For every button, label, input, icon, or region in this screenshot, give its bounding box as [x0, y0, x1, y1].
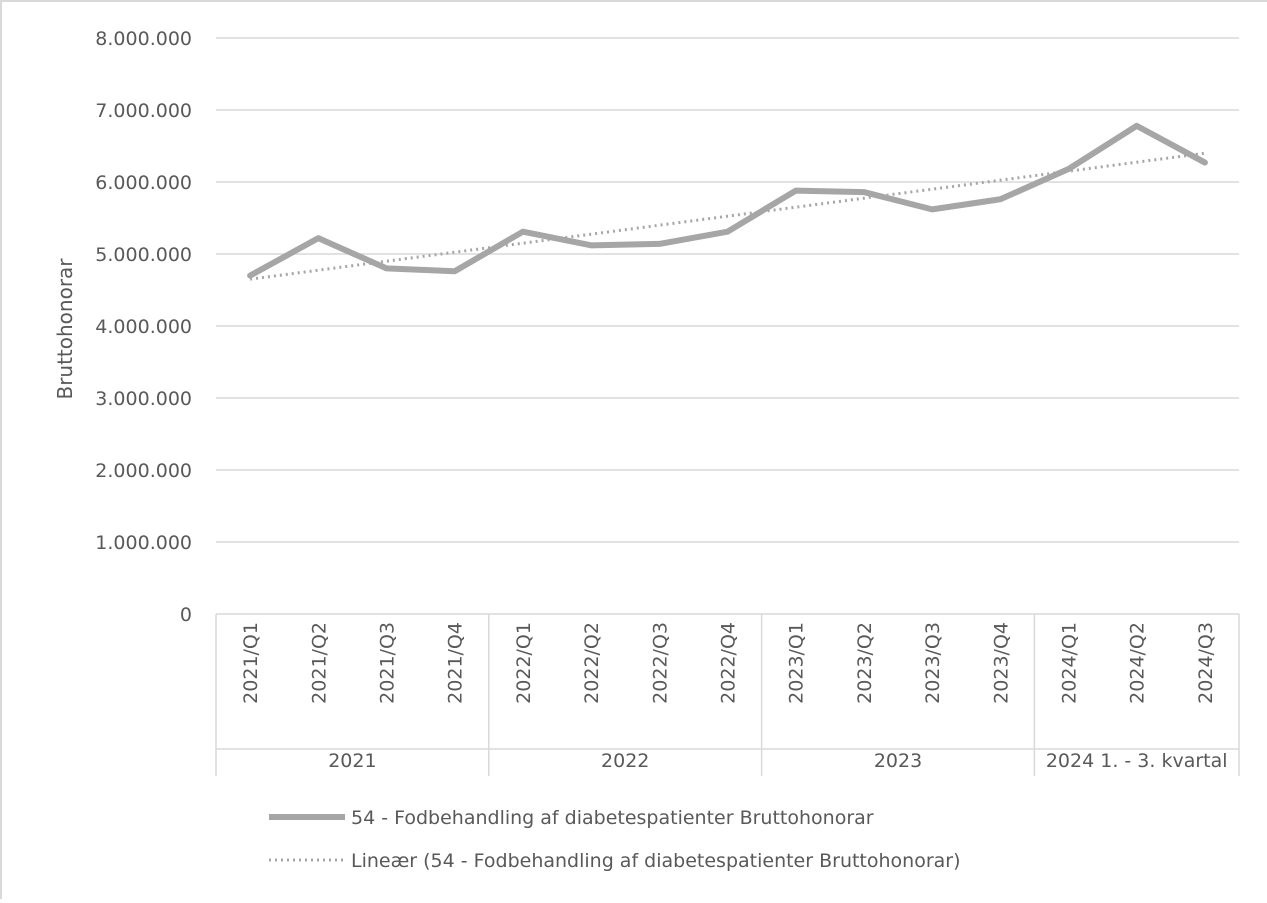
y-tick-label: 7.000.000 [95, 100, 192, 122]
legend-label-series: 54 - Fodbehandling af diabetespatienter … [351, 807, 874, 829]
x-tick-label: 2023/Q4 [990, 622, 1012, 704]
x-tick-label: 2023/Q1 [786, 622, 808, 704]
x-tick-label: 2022/Q2 [581, 622, 603, 704]
x-tick-label: 2021/Q3 [377, 622, 399, 704]
y-tick-label: 4.000.000 [95, 316, 192, 338]
x-tick-label: 2023/Q3 [922, 622, 944, 704]
legend: 54 - Fodbehandling af diabetespatienter … [269, 807, 961, 872]
series-lines [250, 126, 1205, 276]
y-axis-title: Bruttohonorar [53, 258, 77, 400]
x-tick-label: 2022/Q3 [649, 622, 671, 704]
y-tick-label: 6.000.000 [95, 172, 192, 194]
y-tick-label: 3.000.000 [95, 388, 192, 410]
x-tick-label: 2024/Q3 [1195, 622, 1217, 704]
x-tick-label: 2023/Q2 [854, 622, 876, 704]
y-axis-ticks: 0 1.000.000 2.000.000 3.000.000 4.000.000 5.0… [95, 28, 192, 626]
x-tick-label: 2022/Q4 [718, 622, 740, 704]
x-group-label: 2021 [328, 750, 376, 772]
y-tick-label: 1.000.000 [95, 532, 192, 554]
y-tick-label: 8.000.000 [95, 28, 192, 50]
x-tick-label: 2022/Q1 [513, 622, 535, 704]
x-tick-label: 2021/Q4 [445, 622, 467, 704]
gridlines [216, 38, 1239, 614]
x-group-label: 2022 [601, 750, 649, 772]
x-group-label: 2023 [874, 750, 922, 772]
series-line [250, 126, 1205, 276]
x-tick-label: 2024/Q2 [1127, 622, 1149, 704]
legend-label-trendline: Lineær (54 - Fodbehandling af diabetespa… [351, 850, 961, 872]
x-tick-label: 2024/Q1 [1059, 622, 1081, 704]
x-tick-label: 2021/Q1 [240, 622, 262, 704]
y-tick-label: 5.000.000 [95, 244, 192, 266]
x-tick-label: 2021/Q2 [308, 622, 330, 704]
x-axis: 2021/Q1 2021/Q2 2021/Q3 2021/Q4 2022/Q1 2022/… [216, 614, 1239, 776]
y-tick-label: 0 [180, 604, 192, 626]
x-group-label: 2024 1. - 3. kvartal [1046, 750, 1228, 772]
y-tick-label: 2.000.000 [95, 460, 192, 482]
